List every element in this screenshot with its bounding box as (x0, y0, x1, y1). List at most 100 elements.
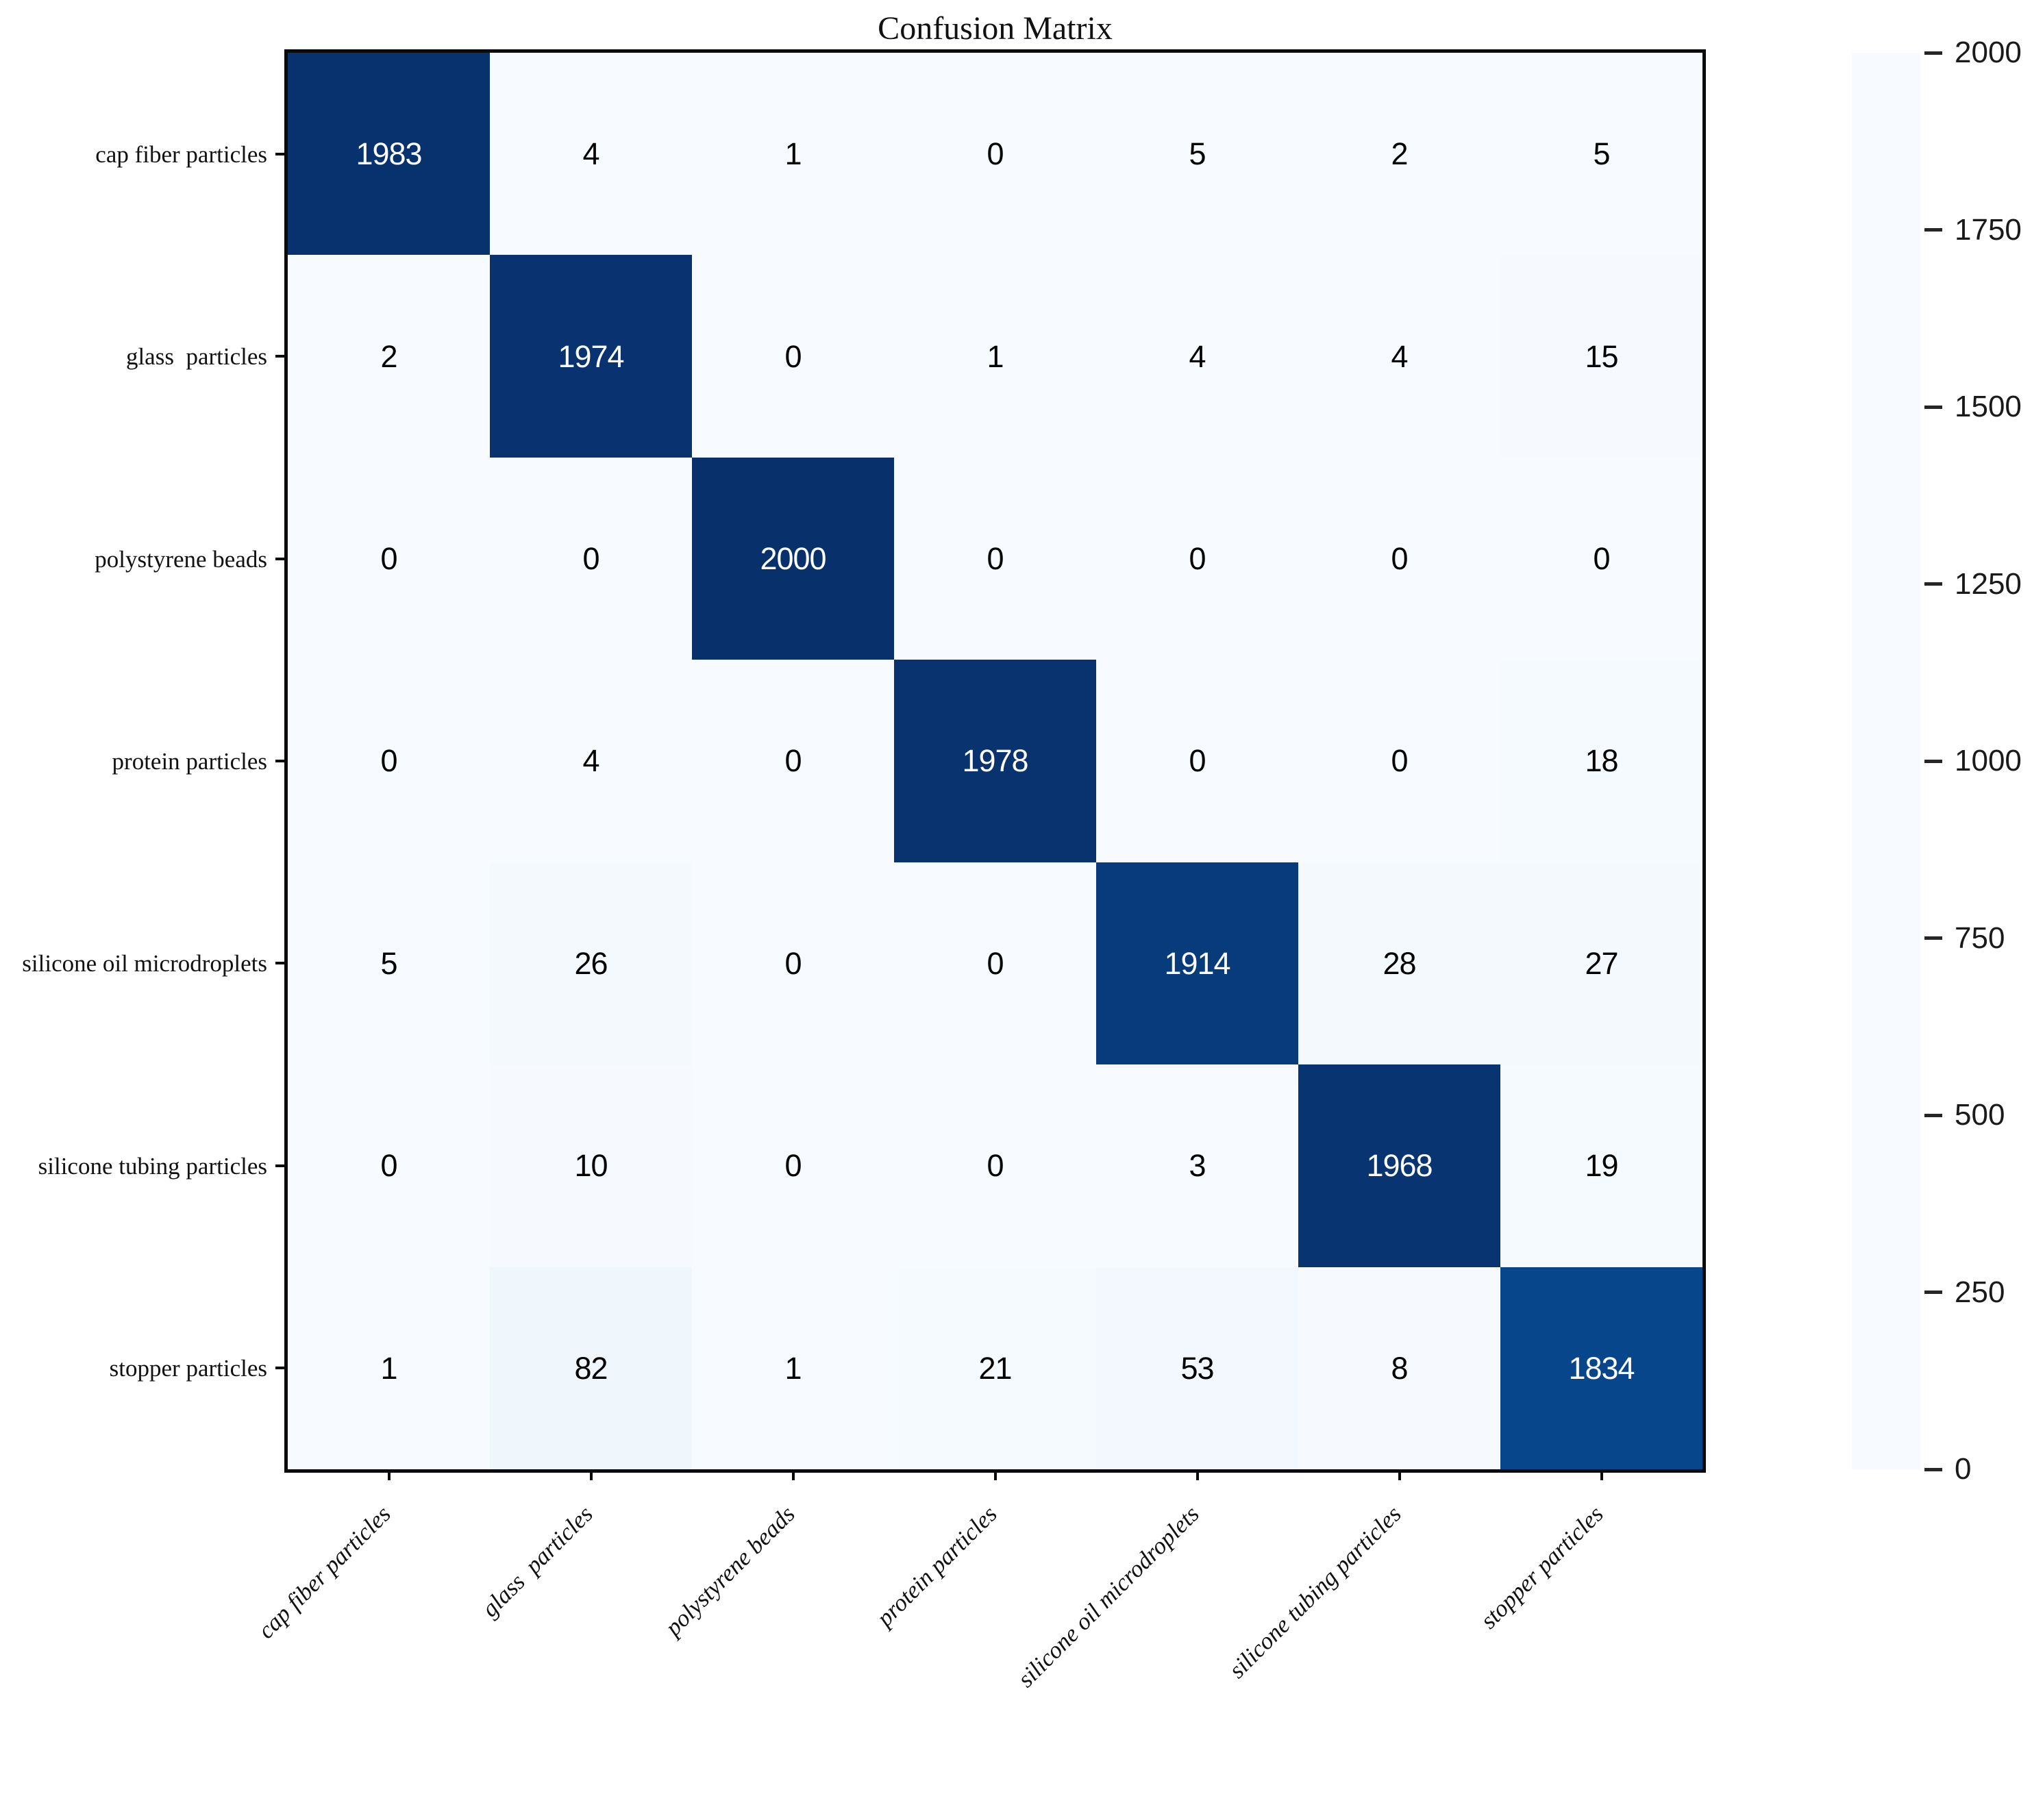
y-tick-2 (275, 557, 288, 560)
cell-r3c2: 0 (692, 660, 894, 862)
y-label-2: polystyrene beads (95, 545, 267, 573)
cell-r6c2: 1 (692, 1267, 894, 1469)
cell-r1c2: 0 (692, 255, 894, 458)
colorbar-tick-label-2: 500 (1955, 1098, 2005, 1132)
colorbar-tick-1 (1924, 1291, 1942, 1294)
cell-value: 0 (380, 541, 397, 577)
cell-r4c3: 0 (894, 862, 1096, 1065)
colorbar-tick-label-1: 250 (1955, 1275, 2005, 1309)
x-tick-6 (1600, 1469, 1603, 1480)
cell-value: 0 (784, 338, 802, 374)
y-tick-4 (275, 962, 288, 965)
cell-r3c0: 0 (288, 660, 490, 862)
cell-r4c6: 27 (1500, 862, 1702, 1065)
colorbar-tick-label-6: 1500 (1955, 390, 2022, 423)
cell-value: 5 (1189, 136, 1206, 172)
colorbar-tick-label-5: 1250 (1955, 566, 2022, 601)
cell-value: 1 (784, 1350, 802, 1386)
y-tick-1 (275, 355, 288, 358)
cell-value: 4 (1391, 338, 1408, 374)
cell-value: 0 (1189, 743, 1206, 779)
cell-value: 0 (784, 1148, 802, 1184)
colorbar-tick-8 (1924, 51, 1942, 55)
cell-r6c1: 82 (490, 1267, 692, 1469)
y-label-6: stopper particles (109, 1355, 267, 1382)
y-tick-5 (275, 1164, 288, 1167)
cell-value: 53 (1180, 1350, 1214, 1386)
cell-value: 1 (987, 338, 1004, 374)
y-label-3: protein particles (112, 748, 267, 775)
cell-r2c4: 0 (1096, 457, 1298, 660)
cell-value: 3 (1189, 1148, 1206, 1184)
x-tick-5 (1398, 1469, 1401, 1480)
cell-r3c1: 4 (490, 660, 692, 862)
x-label-5: silicone tubing particles (1223, 1500, 1407, 1684)
cell-value: 0 (1391, 541, 1408, 577)
cell-r0c0: 1983 (288, 53, 490, 255)
cell-r0c6: 5 (1500, 53, 1702, 255)
cell-value: 5 (1593, 136, 1610, 172)
cell-r0c4: 5 (1096, 53, 1298, 255)
x-tick-4 (1195, 1469, 1199, 1480)
cell-r3c5: 0 (1298, 660, 1500, 862)
y-label-1: glass particles (125, 343, 267, 371)
cell-r4c0: 5 (288, 862, 490, 1065)
cell-r5c6: 19 (1500, 1064, 1702, 1267)
cell-value: 0 (784, 743, 802, 779)
cell-value: 0 (380, 1148, 397, 1184)
cell-value: 1983 (356, 136, 422, 172)
cell-value: 0 (380, 743, 397, 779)
cell-r1c0: 2 (288, 255, 490, 458)
cell-r2c5: 0 (1298, 457, 1500, 660)
cell-value: 0 (784, 945, 802, 981)
cell-value: 0 (582, 541, 599, 577)
cell-r6c4: 53 (1096, 1267, 1298, 1469)
cell-value: 0 (987, 1148, 1004, 1184)
cell-value: 1 (784, 136, 802, 172)
cell-value: 1 (380, 1350, 397, 1386)
cell-value: 4 (1189, 338, 1206, 374)
cell-value: 0 (987, 136, 1004, 172)
cell-r4c5: 28 (1298, 862, 1500, 1065)
cell-r6c6: 1834 (1500, 1267, 1702, 1469)
colorbar-tick-4 (1924, 759, 1942, 763)
cell-r2c1: 0 (490, 457, 692, 660)
x-label-0: cap fiber particles (252, 1500, 396, 1644)
cell-r3c4: 0 (1096, 660, 1298, 862)
x-tick-2 (791, 1469, 795, 1480)
y-tick-3 (275, 760, 288, 762)
cell-value: 1978 (962, 743, 1028, 779)
cell-value: 2 (380, 338, 397, 374)
cell-r5c2: 0 (692, 1064, 894, 1267)
cell-value: 0 (987, 945, 1004, 981)
colorbar-tick-6 (1924, 405, 1942, 409)
y-label-5: silicone tubing particles (38, 1152, 267, 1180)
cell-r0c3: 0 (894, 53, 1096, 255)
x-label-2: polystyrene beads (659, 1500, 800, 1641)
y-tick-6 (275, 1367, 288, 1370)
cell-r5c4: 3 (1096, 1064, 1298, 1267)
heatmap-axes: 1983 4 1 0 5 2 5 2 1974 0 1 4 4 15 0 0 2000 0 0 0 0 0 4 0 1978 0 0… (284, 49, 1706, 1473)
cell-r5c3: 0 (894, 1064, 1096, 1267)
cell-value: 15 (1585, 338, 1618, 374)
y-tick-0 (275, 152, 288, 155)
cell-value: 1834 (1568, 1350, 1635, 1386)
cell-value: 10 (574, 1148, 608, 1184)
cell-r4c4: 1914 (1096, 862, 1298, 1065)
colorbar-tick-7 (1924, 228, 1942, 232)
cell-r2c6: 0 (1500, 457, 1702, 660)
cell-r4c2: 0 (692, 862, 894, 1065)
cell-value: 4 (582, 743, 599, 779)
cell-value: 0 (1593, 541, 1610, 577)
x-label-6: stopper particles (1474, 1500, 1609, 1634)
cell-value: 21 (978, 1350, 1012, 1386)
x-tick-0 (387, 1469, 391, 1480)
cell-r1c4: 4 (1096, 255, 1298, 458)
cell-r0c2: 1 (692, 53, 894, 255)
cell-r5c1: 10 (490, 1064, 692, 1267)
cell-r0c1: 4 (490, 53, 692, 255)
cell-r1c3: 1 (894, 255, 1096, 458)
cell-r3c6: 18 (1500, 660, 1702, 862)
cell-value: 27 (1585, 945, 1618, 981)
cell-value: 18 (1585, 743, 1618, 779)
